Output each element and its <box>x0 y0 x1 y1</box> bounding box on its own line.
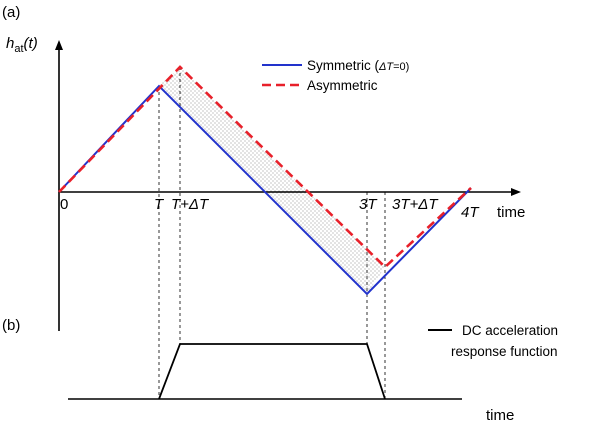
tick-label-T: T <box>154 196 165 213</box>
tick-label-3T: 3T <box>359 196 378 213</box>
y-axis-arrow <box>55 40 63 50</box>
x-axis-title-a: time <box>497 204 525 221</box>
guide-lines <box>158 67 386 399</box>
dc-response-curve <box>158 343 386 400</box>
asymmetric-curve <box>58 65 472 269</box>
y-label-base: h <box>6 35 14 52</box>
legend-symmetric-label: Symmetric (ΔT=0) <box>307 58 409 73</box>
tick-label-3T-dT: 3T+ΔT <box>392 196 439 213</box>
legend-dc-label-line1: DC acceleration <box>462 323 558 338</box>
x-axis-a-arrow <box>511 188 521 196</box>
x-axis-title-b: time <box>486 407 514 424</box>
legend-asymmetric-label: Asymmetric <box>307 78 378 93</box>
y-label-sub: at <box>14 43 23 55</box>
tick-label-0: 0 <box>60 196 68 213</box>
legend-symmetric-tail: =0) <box>393 61 409 73</box>
legend: Symmetric (ΔT=0) Asymmetric <box>262 58 409 93</box>
legend-dc-label-line2: response function <box>451 344 558 359</box>
shaded-difference-region <box>159 67 385 294</box>
y-axis-label: hat(t) <box>6 35 38 55</box>
panel-b-label: (b) <box>2 317 20 334</box>
legend-symmetric-main: Symmetric ( <box>307 58 380 73</box>
y-label-arg: (t) <box>24 35 38 52</box>
panel-a-label: (a) <box>2 4 20 21</box>
tick-label-4T: 4T <box>461 204 480 221</box>
tick-label-T-dT: T+ΔT <box>171 196 210 213</box>
legend-symmetric-delta: ΔT <box>378 61 394 73</box>
